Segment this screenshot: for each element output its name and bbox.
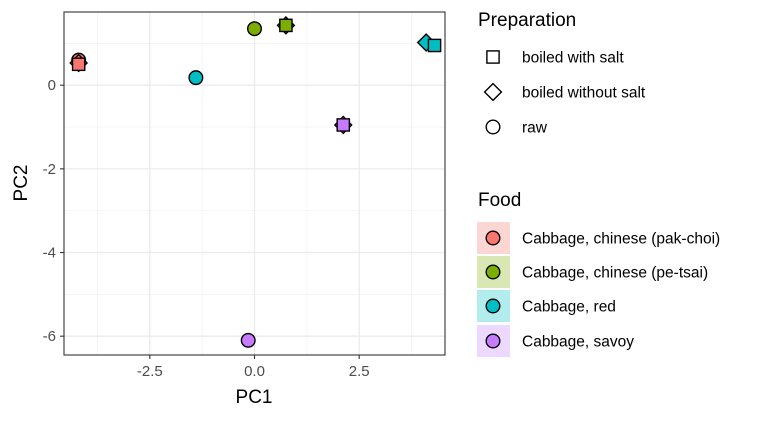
axes: -2.5 0.0 2.5 -6 -4 -2 0 xyxy=(43,77,370,380)
y-tick-label: -2 xyxy=(43,161,56,178)
color-legend-label: Cabbage, chinese (pe-tsai) xyxy=(522,265,708,282)
x-axis-title: PC1 xyxy=(236,387,273,408)
legend-key-color xyxy=(485,230,501,246)
data-points xyxy=(69,15,442,348)
data-point-cabbage-chinese-pe-tsai-boiled-with-salt xyxy=(279,18,293,33)
data-point-cabbage-savoy-raw xyxy=(240,332,256,348)
shape-legend-title: Preparation xyxy=(478,10,576,31)
y-tick-label: -6 xyxy=(43,328,56,345)
x-tick-label: 0.0 xyxy=(244,363,265,380)
color-legend-label: Cabbage, red xyxy=(522,299,616,316)
color-legend-label: Cabbage, savoy xyxy=(522,334,634,351)
shape-legend-label: boiled with salt xyxy=(522,50,624,67)
y-tick-label: -4 xyxy=(43,245,56,262)
legend-key-color xyxy=(485,264,501,280)
legend-key-circle xyxy=(485,119,501,135)
legend-key-square xyxy=(486,50,500,64)
color-legend-title: Food xyxy=(478,190,521,211)
data-point-cabbage-chinese-pe-tsai-raw xyxy=(246,21,262,37)
grid-lines xyxy=(64,12,445,355)
legend: Preparation Food boiled with salt boiled … xyxy=(477,10,720,357)
legend-key-color xyxy=(485,298,501,314)
data-point-cabbage-savoy-boiled-with-salt xyxy=(336,118,351,132)
x-tick-label: -2.5 xyxy=(137,363,163,380)
legend-key-diamond xyxy=(483,82,503,102)
data-point-cabbage-red-raw xyxy=(188,70,204,86)
shape-legend-label: raw xyxy=(522,120,548,137)
legend-key-color xyxy=(485,333,501,349)
data-point-cabbage-chinese-pak-choi-boiled-with-salt xyxy=(71,57,86,72)
x-tick-label: 2.5 xyxy=(349,363,370,380)
data-point-cabbage-red-boiled-with-salt xyxy=(427,38,442,53)
y-tick-label: 0 xyxy=(48,77,56,94)
y-axis-title: PC2 xyxy=(11,165,32,202)
shape-legend-label: boiled without salt xyxy=(522,85,646,102)
color-legend-label: Cabbage, chinese (pak-choi) xyxy=(522,231,720,248)
